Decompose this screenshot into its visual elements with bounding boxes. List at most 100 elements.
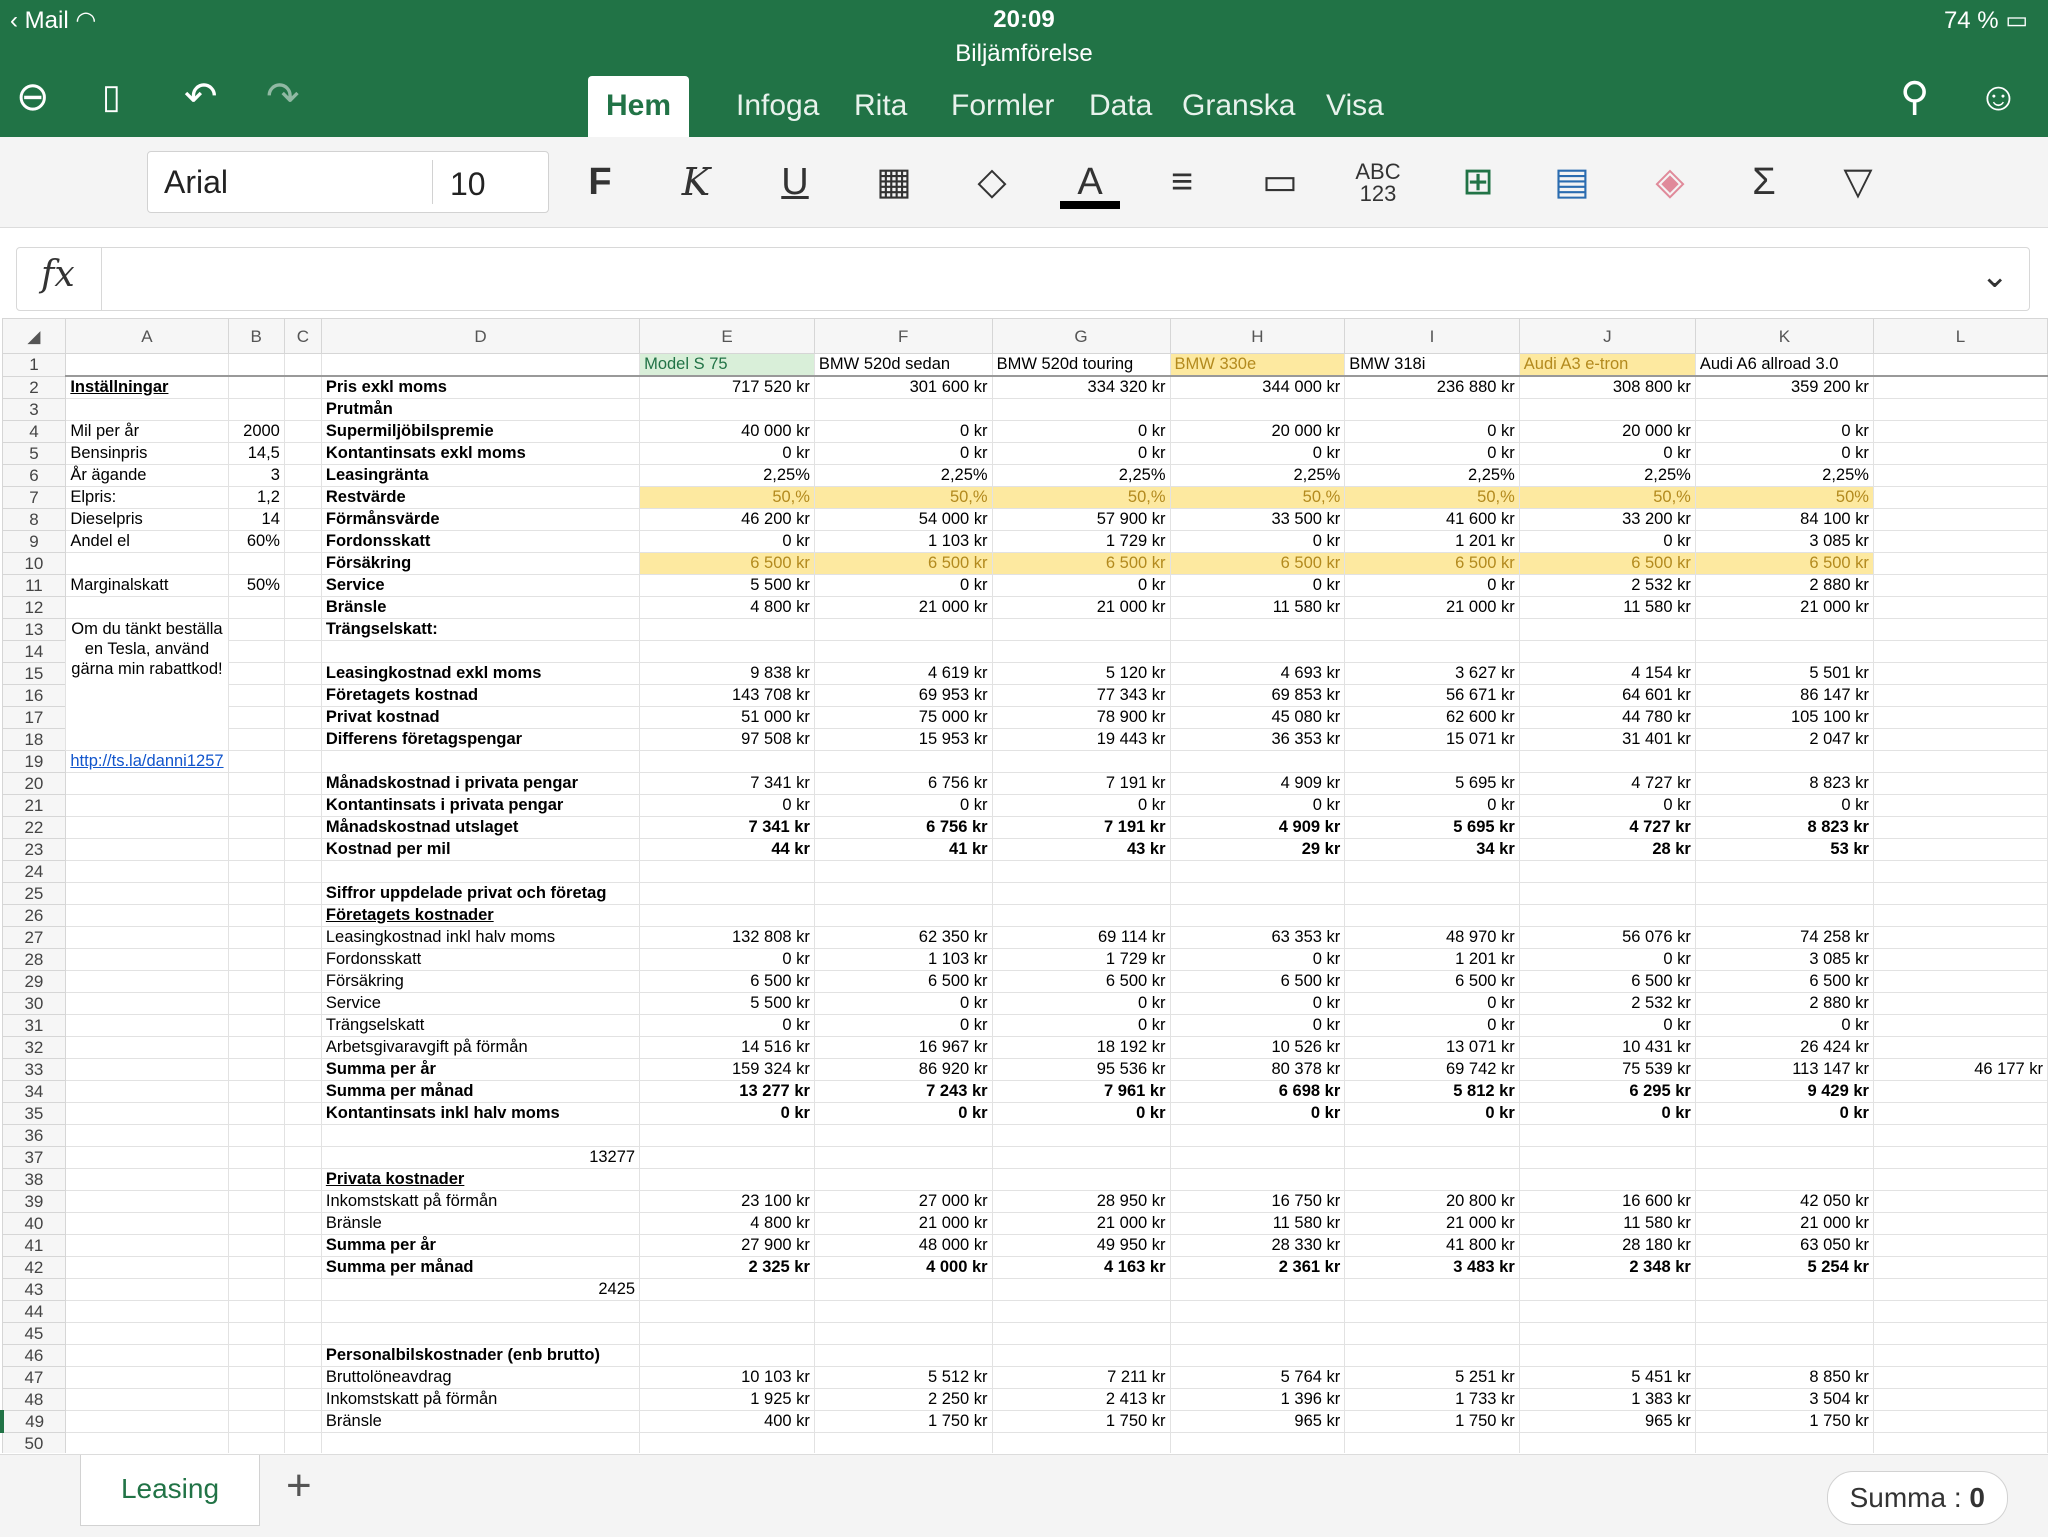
cell-g[interactable]: 21 000 kr [991, 596, 1171, 619]
cell-h[interactable]: 965 kr [1169, 1410, 1346, 1433]
cell-a[interactable]: Andel el [65, 530, 229, 553]
cell-a[interactable] [65, 926, 229, 949]
cell-l[interactable] [1872, 838, 2048, 861]
sheet-body[interactable]: 1 Model S 75 BMW 520d sedan BMW 520d tourin… [0, 353, 2048, 1453]
cell-g[interactable]: 7 191 kr [991, 772, 1171, 795]
cell-g[interactable]: 19 443 kr [991, 728, 1171, 751]
row-header[interactable]: 19 [1, 750, 67, 773]
cell-g[interactable] [991, 640, 1171, 663]
cell-k[interactable]: 0 kr [1694, 1102, 1874, 1125]
tab-granska[interactable]: Granska [1182, 89, 1296, 122]
cell-e[interactable]: 4 800 kr [639, 596, 815, 619]
cell-a[interactable] [65, 1124, 229, 1147]
cell-c[interactable] [283, 1168, 322, 1191]
row-header[interactable]: 34 [1, 1080, 67, 1103]
cell-h[interactable]: 0 kr [1169, 794, 1346, 817]
cell-a[interactable]: Dieselpris [65, 508, 229, 531]
cell-c[interactable] [283, 1190, 322, 1213]
cell-l[interactable] [1872, 574, 2048, 597]
cell-i[interactable] [1344, 1432, 1520, 1453]
row-header[interactable]: 43 [1, 1278, 67, 1301]
cell-h[interactable] [1169, 750, 1346, 773]
cell-j[interactable]: 11 580 kr [1518, 596, 1696, 619]
cell-k[interactable]: 2,25% [1694, 464, 1874, 487]
cell-g[interactable] [991, 904, 1171, 927]
cell-e[interactable] [639, 1300, 815, 1323]
cell-e[interactable]: 5 500 kr [639, 574, 815, 597]
cell-e[interactable] [639, 904, 815, 927]
cell-i[interactable]: 3 627 kr [1344, 662, 1520, 685]
cell-a[interactable] [65, 1388, 229, 1411]
cell-a[interactable] [65, 1102, 229, 1125]
cell-d[interactable]: Differens företagspengar [320, 728, 641, 751]
cell-c[interactable] [283, 375, 322, 399]
cell-g[interactable]: 1 729 kr [991, 530, 1171, 553]
row-header[interactable]: 37 [1, 1146, 67, 1169]
cell-h[interactable]: 16 750 kr [1169, 1190, 1346, 1213]
cell-f[interactable] [813, 882, 993, 905]
cell-b[interactable]: 2000 [227, 420, 285, 443]
cell-c[interactable] [283, 530, 322, 553]
cell-c[interactable] [283, 970, 322, 993]
cell-e[interactable]: 27 900 kr [639, 1234, 815, 1257]
cell-a[interactable] [65, 1146, 229, 1169]
cell-e[interactable]: 97 508 kr [639, 728, 815, 751]
underline-button[interactable]: U [781, 161, 809, 203]
cell-e[interactable]: 0 kr [639, 948, 815, 971]
cell-i[interactable]: 236 880 kr [1344, 375, 1520, 399]
cell-i[interactable]: 15 071 kr [1344, 728, 1520, 751]
cell-e[interactable] [639, 640, 815, 663]
cell-g[interactable]: BMW 520d touring [991, 353, 1171, 377]
cell-j[interactable]: 28 kr [1518, 838, 1696, 861]
row-header[interactable]: 50 [1, 1432, 67, 1453]
cell-e[interactable]: 0 kr [639, 1014, 815, 1037]
cell-g[interactable]: 0 kr [991, 1014, 1171, 1037]
cell-e[interactable] [639, 1432, 815, 1453]
back-to-mail[interactable]: ‹ Mail ◠ [10, 7, 97, 34]
cell-d[interactable]: Trängselskatt: [320, 618, 641, 641]
cell-g[interactable]: 43 kr [991, 838, 1171, 861]
cell-c[interactable] [283, 838, 322, 861]
cell-d[interactable]: Försäkring [320, 552, 641, 575]
cell-j[interactable]: 0 kr [1518, 948, 1696, 971]
cell-c[interactable] [283, 464, 322, 487]
add-sheet-button[interactable]: + [286, 1461, 312, 1510]
cell-j[interactable]: 0 kr [1518, 442, 1696, 465]
cell-e[interactable]: 7 341 kr [639, 772, 815, 795]
cell-h[interactable] [1169, 1432, 1346, 1453]
cell-k[interactable]: 0 kr [1694, 420, 1874, 443]
row-header[interactable]: 14 [1, 640, 67, 663]
cell-i[interactable]: 56 671 kr [1344, 684, 1520, 707]
cell-c[interactable] [283, 860, 322, 883]
cell-j[interactable]: 16 600 kr [1518, 1190, 1696, 1213]
cell-l[interactable] [1872, 552, 2048, 575]
cell-f[interactable] [813, 904, 993, 927]
cell-d[interactable]: Kontantinsats i privata pengar [320, 794, 641, 817]
cell-g[interactable] [991, 1300, 1171, 1323]
cell-j[interactable] [1518, 860, 1696, 883]
row-header[interactable]: 20 [1, 772, 67, 795]
cell-k[interactable]: 8 823 kr [1694, 772, 1874, 795]
cell-c[interactable] [283, 1366, 322, 1389]
cell-l[interactable] [1872, 1344, 2048, 1367]
cell-l[interactable] [1872, 728, 2048, 751]
cell-g[interactable] [991, 1278, 1171, 1301]
cell-h[interactable] [1169, 1168, 1346, 1191]
cell-j[interactable]: 64 601 kr [1518, 684, 1696, 707]
cell-j[interactable] [1518, 398, 1696, 421]
cell-b[interactable] [227, 353, 285, 377]
cell-d[interactable]: Trängselskatt [320, 1014, 641, 1037]
cell-j[interactable]: 44 780 kr [1518, 706, 1696, 729]
cell-h[interactable] [1169, 860, 1346, 883]
cell-g[interactable]: 4 163 kr [991, 1256, 1171, 1279]
cell-c[interactable] [283, 816, 322, 839]
cell-e[interactable]: 400 kr [639, 1410, 815, 1433]
cell-j[interactable] [1518, 1322, 1696, 1345]
cell-e[interactable] [639, 1278, 815, 1301]
row-header[interactable]: 42 [1, 1256, 67, 1279]
cell-i[interactable]: 0 kr [1344, 420, 1520, 443]
row-header[interactable]: 33 [1, 1058, 67, 1081]
row-header[interactable]: 40 [1, 1212, 67, 1235]
cell-f[interactable]: 75 000 kr [813, 706, 993, 729]
cell-f[interactable] [813, 860, 993, 883]
